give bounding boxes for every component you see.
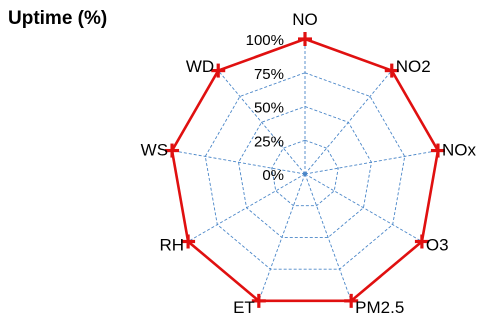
grid-ring: [204, 72, 406, 270]
data-point-marker: [251, 293, 266, 308]
tick-label: 25%: [254, 133, 284, 150]
category-label: O3: [426, 236, 449, 255]
category-label: WS: [141, 141, 168, 160]
data-point-marker: [430, 143, 445, 158]
radar-labels: 0% 25% 50% 75% 100% NO NO2 NOx O3 PM2.5 ET RH WS WD: [141, 10, 477, 317]
data-point-marker: [414, 234, 429, 249]
series-line: [170, 37, 440, 303]
tick-label: 100%: [246, 32, 284, 49]
data-point-marker: [165, 143, 180, 158]
grid-ring: [238, 106, 372, 238]
category-label: NO2: [396, 57, 431, 76]
category-label: NOx: [442, 141, 477, 160]
category-label: RH: [160, 236, 185, 255]
radar-series: [165, 32, 445, 308]
category-label: NO: [292, 10, 318, 29]
data-point-marker: [344, 293, 359, 308]
grid-spoke: [171, 150, 306, 175]
grid-spoke: [258, 173, 306, 302]
category-label: ET: [233, 298, 255, 317]
grid-spoke: [217, 70, 306, 175]
data-point-marker: [181, 234, 196, 249]
grid-spoke: [304, 173, 423, 242]
tick-label: 50%: [254, 100, 284, 117]
category-label: WD: [186, 57, 214, 76]
center-dot: [303, 172, 307, 176]
data-point-marker: [211, 63, 226, 78]
grid-spoke: [304, 70, 393, 175]
grid-spoke: [304, 173, 352, 302]
grid-spoke: [187, 173, 306, 242]
tick-label: 0%: [262, 167, 284, 184]
category-label: PM2.5: [355, 298, 404, 317]
tick-label: 75%: [254, 66, 284, 83]
data-point-marker: [384, 63, 399, 78]
chart-title: Uptime (%): [8, 8, 108, 29]
data-point-marker: [298, 32, 312, 46]
grid-spoke: [304, 150, 439, 175]
